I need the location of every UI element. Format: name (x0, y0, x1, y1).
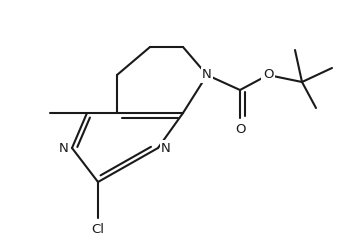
Text: N: N (59, 141, 69, 154)
Text: Cl: Cl (91, 223, 105, 236)
Text: O: O (263, 68, 273, 81)
Text: N: N (161, 141, 171, 154)
Text: O: O (235, 123, 245, 136)
Text: N: N (202, 68, 212, 81)
